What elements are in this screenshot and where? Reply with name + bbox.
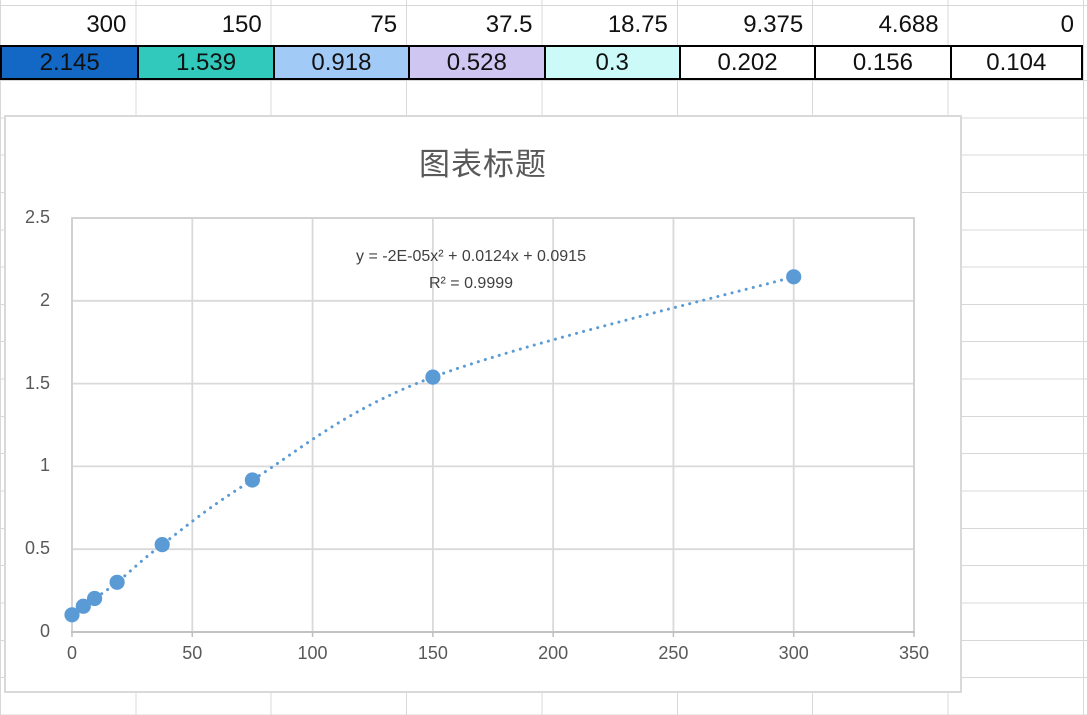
reading-cell[interactable]: 0.528 [408, 47, 544, 78]
data-point-marker[interactable] [786, 269, 802, 285]
concentration-cell[interactable]: 75 [370, 11, 398, 38]
reading-cell[interactable]: 0.3 [543, 47, 679, 78]
data-point-marker[interactable] [87, 590, 103, 607]
reading-cell[interactable]: 0.156 [814, 47, 950, 78]
concentration-cell[interactable]: 0 [1060, 11, 1074, 38]
chart-object[interactable]: 图表标题 y = -2E-05x² + 0.0124x + 0.0915 R² … [4, 115, 962, 693]
concentration-cell[interactable]: 300 [86, 11, 127, 38]
data-point-marker[interactable] [425, 369, 441, 385]
concentration-cell[interactable]: 150 [221, 11, 262, 38]
concentration-cell[interactable]: 9.375 [743, 11, 804, 38]
trendline-label[interactable]: y = -2E-05x² + 0.0124x + 0.0915 R² = 0.9… [301, 243, 641, 297]
data-point-marker[interactable] [109, 574, 125, 590]
trendline-r2: R² = 0.9999 [428, 275, 514, 292]
reading-cell[interactable]: 0.104 [949, 47, 1081, 78]
plot-area[interactable] [4, 115, 962, 693]
concentration-cell[interactable]: 37.5 [485, 11, 533, 38]
reading-cell[interactable]: 1.539 [137, 47, 273, 78]
data-point-marker[interactable] [64, 607, 80, 623]
data-point-marker[interactable] [75, 598, 91, 614]
concentration-row: 300 150 75 37.5 18.75 9.375 4.688 0 [0, 5, 1083, 45]
reading-cell[interactable]: 0.918 [272, 47, 409, 78]
sheet-row-gridline [0, 5, 1087, 6]
reading-cell[interactable]: 2.145 [2, 47, 138, 78]
data-point-marker[interactable] [154, 537, 170, 553]
concentration-cell[interactable]: 4.688 [878, 11, 939, 38]
trendline-equation: y = -2E-05x² + 0.0124x + 0.0915 [356, 248, 586, 265]
data-point-marker[interactable] [244, 472, 260, 488]
concentration-cell[interactable]: 18.75 [607, 11, 668, 38]
reading-cell[interactable]: 0.202 [678, 47, 815, 78]
reading-row: 2.145 1.539 0.918 0.528 0.3 0.202 0.156 0.104 [0, 45, 1083, 80]
chart-title[interactable]: 图表标题 [419, 147, 547, 182]
